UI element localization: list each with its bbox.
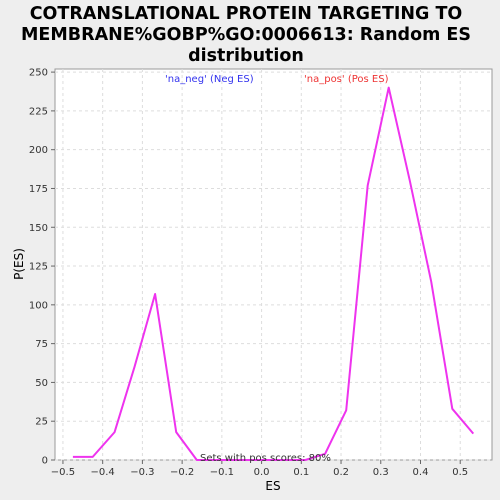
title-line-3: distribution bbox=[188, 46, 304, 66]
title-line-2: MEMBRANE%GOBP%GO:0006613: Random ES bbox=[21, 25, 471, 45]
x-tick-label: −0.1 bbox=[210, 467, 234, 478]
x-tick-label: −0.2 bbox=[170, 467, 194, 478]
chart-title: COTRANSLATIONAL PROTEIN TARGETING TO MEM… bbox=[21, 4, 471, 66]
x-tick-label: 0.3 bbox=[373, 467, 389, 478]
y-tick-label: 150 bbox=[29, 223, 48, 234]
plot-area bbox=[55, 69, 492, 460]
x-tick-label: 0.0 bbox=[254, 467, 270, 478]
x-tick-label: 0.2 bbox=[333, 467, 349, 478]
y-tick-label: 225 bbox=[29, 106, 48, 117]
x-tick-label: −0.5 bbox=[51, 467, 75, 478]
pos-score-annotation: Sets with pos scores: 80% bbox=[200, 453, 331, 464]
y-tick-label: 0 bbox=[42, 456, 48, 467]
title-line-1: COTRANSLATIONAL PROTEIN TARGETING TO bbox=[30, 4, 463, 24]
x-axis-label: ES bbox=[265, 479, 280, 493]
y-tick-label: 75 bbox=[35, 339, 48, 350]
x-tick-label: 0.4 bbox=[413, 467, 429, 478]
y-tick-label: 25 bbox=[35, 417, 48, 428]
y-tick-label: 250 bbox=[29, 68, 48, 79]
x-tick-label: −0.3 bbox=[130, 467, 154, 478]
x-tick-label: 0.5 bbox=[452, 467, 468, 478]
y-tick-label: 175 bbox=[29, 184, 48, 195]
legend-neg: 'na_neg' (Neg ES) bbox=[165, 74, 254, 85]
x-tick-label: 0.1 bbox=[293, 467, 309, 478]
y-tick-label: 50 bbox=[35, 378, 48, 389]
y-axis-ticks: 0 25 50 75 100 125 150 175 200 225 250 bbox=[29, 68, 55, 467]
legend-pos: 'na_pos' (Pos ES) bbox=[304, 74, 389, 85]
y-tick-label: 200 bbox=[29, 145, 48, 156]
y-tick-label: 125 bbox=[29, 262, 48, 273]
y-tick-label: 100 bbox=[29, 300, 48, 311]
y-axis-label: P(ES) bbox=[12, 248, 26, 280]
x-tick-label: −0.4 bbox=[91, 467, 115, 478]
